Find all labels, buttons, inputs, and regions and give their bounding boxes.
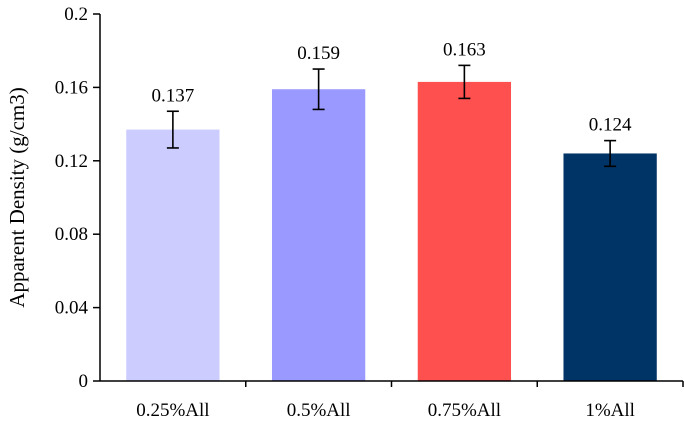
category-labels: 0.25%All 0.5%All 0.75%All 1%All [136, 381, 684, 421]
bar [417, 81, 512, 382]
data-labels: 0.137 0.159 0.163 0.124 [152, 39, 633, 135]
category-label: 0.5%All [287, 400, 351, 421]
y-tick-label: 0 [79, 371, 89, 392]
data-label: 0.124 [589, 115, 632, 136]
category-label: 0.25%All [136, 400, 209, 421]
y-tick-label: 0.2 [64, 4, 88, 25]
bar [563, 153, 657, 381]
y-tick-label: 0.16 [55, 77, 88, 98]
y-tick-label: 0.08 [55, 224, 88, 245]
data-label: 0.163 [443, 39, 486, 60]
bar [126, 129, 220, 381]
error-bar [166, 110, 179, 149]
bar [271, 89, 366, 382]
error-bar [458, 64, 471, 100]
error-bar [604, 139, 617, 168]
bars [126, 81, 657, 382]
category-label: 0.75%All [428, 400, 501, 421]
y-axis-title: Apparent Density (g/cm3) [5, 87, 29, 307]
y-axis-ticks: 0 0.04 0.08 0.12 0.16 0.2 [55, 4, 100, 392]
data-label: 0.137 [152, 85, 195, 106]
error-bar [312, 68, 325, 111]
error-bars [166, 64, 617, 168]
data-label: 0.159 [297, 43, 340, 64]
category-label: 1%All [585, 400, 635, 421]
y-tick-label: 0.04 [55, 298, 89, 319]
y-tick-label: 0.12 [55, 151, 88, 172]
